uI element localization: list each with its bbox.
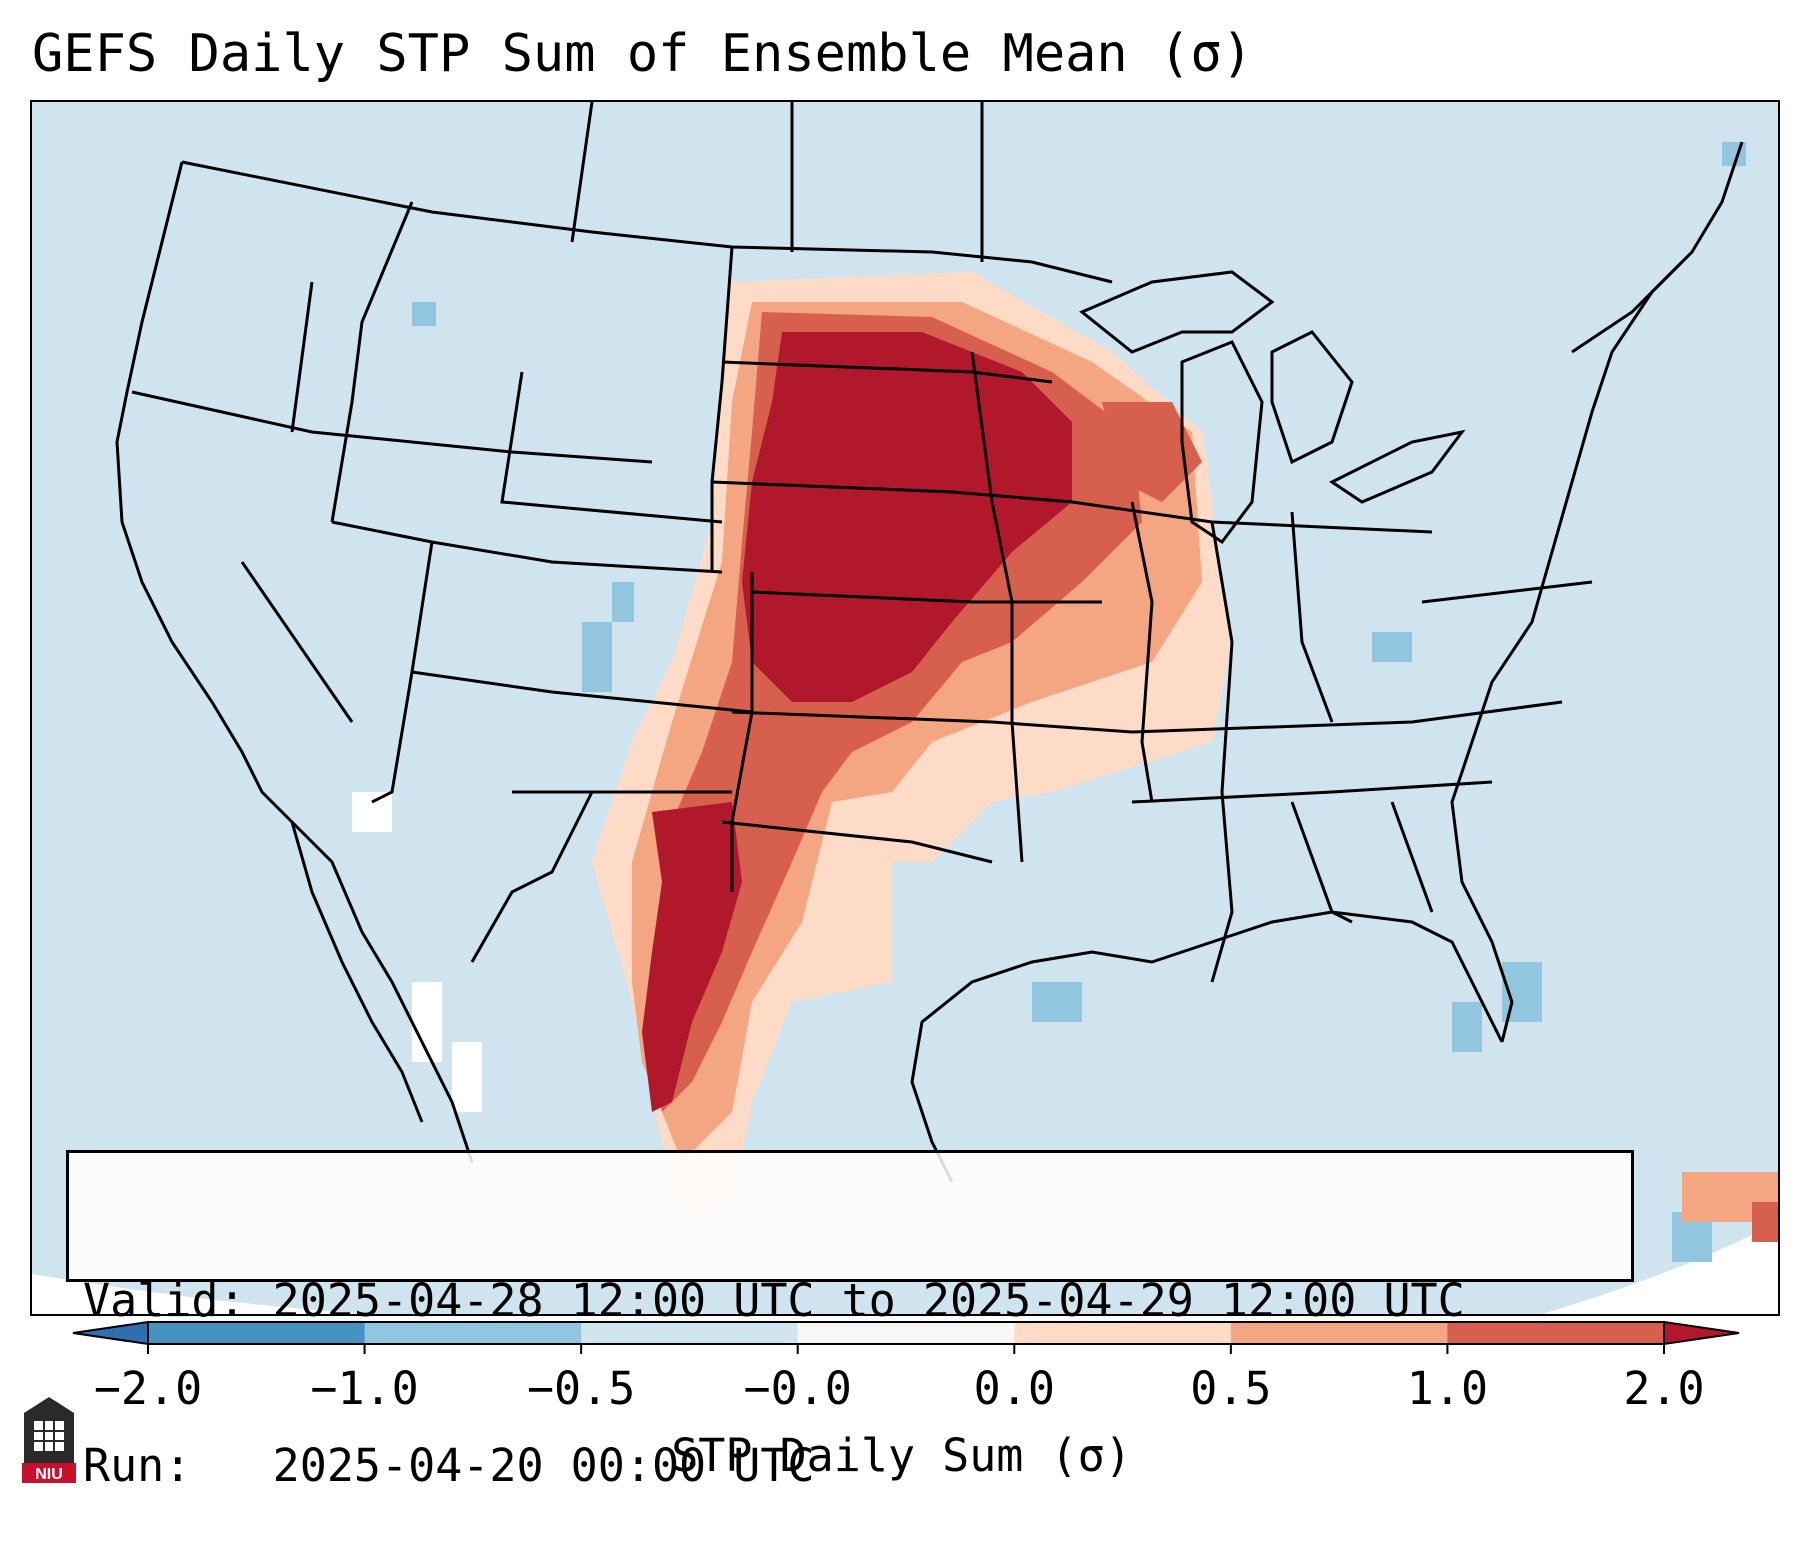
colorbar-tick-label: −0.5 <box>526 1362 636 1415</box>
anomaly-region-2-0-north <box>742 332 1072 702</box>
colorbar-segment <box>797 1322 1015 1344</box>
colorbar-tick-label: 0.5 <box>1190 1362 1272 1415</box>
anomaly-cell <box>352 792 392 832</box>
colorbar-label: STP Daily Sum (σ) <box>671 1429 1132 1482</box>
anomaly-cell <box>1032 982 1082 1022</box>
logo-text: NIU <box>35 1466 63 1483</box>
colorbar <box>72 1320 1740 1354</box>
anomaly-region-2-0-south <box>642 802 742 1112</box>
colorbar-tick-label: 2.0 <box>1623 1362 1705 1415</box>
colorbar-extend-min <box>72 1320 149 1346</box>
colorbar-tick-label: −1.0 <box>310 1362 419 1415</box>
projection-edge <box>32 1274 632 1314</box>
validity-info-box: Valid: 2025-04-28 12:00 UTC to 2025-04-2… <box>66 1150 1634 1492</box>
colorbar-segment <box>1230 1322 1448 1344</box>
anomaly-cell <box>1372 632 1412 662</box>
run-label: Run: <box>83 1439 192 1492</box>
projection-edge-east <box>1542 1222 1778 1314</box>
colorbar-segment <box>1447 1322 1665 1344</box>
valid-label: Valid: <box>83 1274 246 1327</box>
colorbar-segment <box>1014 1322 1232 1344</box>
colorbar-segment <box>364 1322 582 1344</box>
run-time: 2025-04-20 00:00 UTC <box>272 1439 815 1492</box>
anomaly-cell <box>412 302 436 326</box>
valid-line: Valid: 2025-04-28 12:00 UTC to 2025-04-2… <box>83 1273 1617 1328</box>
anomaly-cell <box>582 622 612 692</box>
colorbar-ticks <box>147 1344 1665 1354</box>
conus-map <box>32 102 1778 1314</box>
anomaly-cell <box>452 1042 482 1112</box>
anomaly-cell <box>612 582 634 622</box>
valid-time-range: 2025-04-28 12:00 UTC to 2025-04-29 12:00… <box>272 1274 1465 1327</box>
anomaly-cell <box>1452 1002 1482 1052</box>
colorbar-tick-label: −0.0 <box>743 1362 852 1415</box>
colorbar-tick-label: −2.0 <box>93 1362 203 1415</box>
anomaly-region-wisconsin <box>1102 402 1202 502</box>
colorbar-tick-label: 0.0 <box>973 1362 1055 1415</box>
colorbar-tick-label: 1.0 <box>1406 1362 1489 1415</box>
colorbar-segments <box>72 1320 1740 1346</box>
colorbar-segment <box>148 1322 366 1344</box>
niu-logo: NIU <box>22 1397 76 1483</box>
map-title: GEFS Daily STP Sum of Ensemble Mean (σ) <box>32 24 1253 84</box>
map-panel <box>30 100 1780 1316</box>
run-line: Run: 2025-04-20 00:00 UTC <box>83 1438 1617 1493</box>
colorbar-extend-max <box>1663 1320 1740 1346</box>
colorbar-segment <box>581 1322 799 1344</box>
anomaly-cell <box>1752 1202 1778 1242</box>
colorbar-outline <box>147 1321 1665 1345</box>
geographic-boundaries <box>115 102 1744 1183</box>
